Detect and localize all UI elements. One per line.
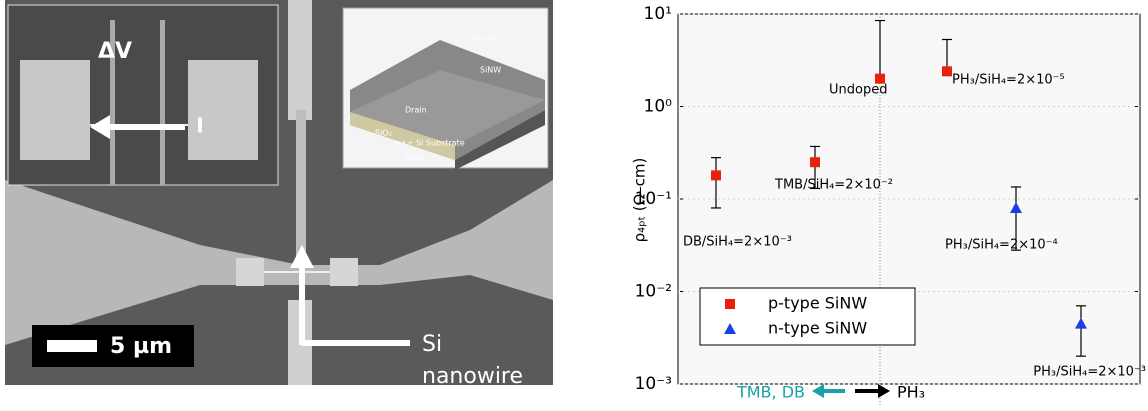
point [942,66,952,76]
inset-label: Gate [405,154,424,163]
inset-label: Drain [405,106,427,115]
page: ΔV I 5 µm Si nanowire Source SiNW Drain … [0,0,1148,407]
legend-label: n-type SiNW [768,319,867,338]
point-annotation: TMB/SiH₄=2×10⁻² [774,178,893,193]
point-annotation: PH₃/SiH₄=2×10⁻³ [1033,365,1146,380]
legend-marker [725,299,735,309]
figure: ΔV I 5 µm Si nanowire Source SiNW Drain … [0,0,1148,407]
y-tick-label: 10⁰ [644,97,673,117]
scale-bar-label: 5 µm [110,334,172,359]
nanowire-label: nanowire [422,364,523,389]
point [875,74,885,84]
y-tick-label: 10⁻² [635,282,672,302]
legend-label: p-type SiNW [768,294,867,313]
y-tick-label: 10⁻³ [635,374,672,394]
point [711,170,721,180]
voltage-label: ΔV [98,39,132,64]
inset-label: SiNW [480,66,501,75]
point-annotation: PH₃/SiH₄=2×10⁻⁴ [945,238,1058,253]
point [810,157,820,167]
inset-label: SiO₂ [375,129,392,138]
y-tick-label: 10¹ [644,4,672,24]
point-annotation: PH₃/SiH₄=2×10⁻⁵ [952,73,1065,88]
direction-label: PH₃ [897,383,925,402]
inset-label: Source [470,34,498,43]
current-label: I [196,114,203,138]
sem-image [5,0,553,385]
y-tick-label: 10⁻¹ [635,189,672,209]
point-annotation: Undoped [829,83,887,98]
nanowire-label: Si [422,332,442,357]
point-annotation: DB/SiH₄=2×10⁻³ [683,235,792,250]
direction-label: TMB, DB [736,383,805,402]
inset-label: n++ Si Substrate [395,139,465,148]
